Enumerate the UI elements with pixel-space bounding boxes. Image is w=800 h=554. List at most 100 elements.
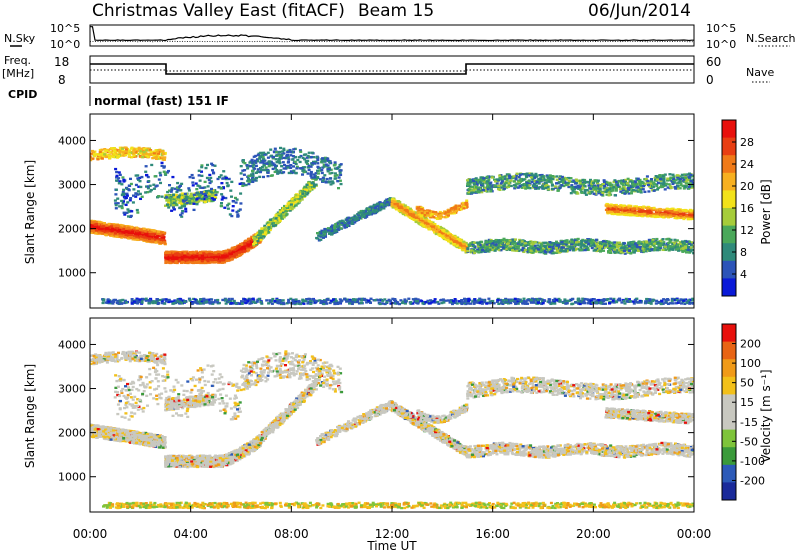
- range-gate-cell: [335, 174, 339, 177]
- range-gate-cell: [345, 220, 349, 223]
- range-gate-cell: [318, 234, 322, 237]
- range-gate-cell: [260, 227, 264, 230]
- range-gate-cell: [260, 229, 264, 233]
- range-gate-cell: [310, 182, 314, 185]
- range-gate-cell: [113, 226, 117, 229]
- range-gate-cell: [118, 235, 122, 238]
- range-gate-cell: [331, 228, 335, 231]
- range-gate-cell: [692, 252, 694, 255]
- range-gate-cell: [646, 249, 650, 252]
- range-gate-cell: [153, 150, 157, 153]
- range-gate-cell: [183, 258, 187, 261]
- range-gate-cell: [307, 166, 311, 169]
- range-gate-cell: [454, 206, 458, 209]
- range-gate-cell: [135, 149, 139, 153]
- range-gate-cell: [250, 173, 254, 176]
- range-gate-cell: [132, 236, 136, 240]
- range-gate-cell: [371, 205, 375, 208]
- range-gate-cell: [339, 163, 343, 166]
- range-gate-cell: [678, 240, 682, 244]
- range-gate-cell: [215, 255, 219, 259]
- range-gate-cell: [281, 211, 285, 214]
- range-gate-cell: [274, 154, 278, 157]
- range-gate-cell: [583, 242, 587, 245]
- range-gate-cell: [160, 151, 164, 154]
- range-gate-cell: [504, 246, 508, 249]
- range-gate-cell: [105, 149, 109, 152]
- range-gate-cell: [141, 231, 145, 234]
- range-gate-cell: [124, 148, 128, 151]
- range-gate-cell: [205, 256, 209, 259]
- range-gate-cell: [567, 241, 571, 244]
- range-gate-cell: [113, 149, 117, 153]
- range-gate-cell: [294, 171, 298, 175]
- range-gate-cell: [122, 225, 126, 228]
- range-gate-cell: [260, 154, 264, 157]
- range-gate-cell: [454, 204, 458, 208]
- range-gate-cell: [339, 227, 343, 230]
- range-gate-cell: [266, 169, 270, 173]
- range-gate-cell: [172, 198, 176, 201]
- range-gate-cell: [119, 229, 123, 233]
- range-gate-cell: [591, 244, 595, 247]
- range-gate-cell: [372, 210, 376, 213]
- range-gate-cell: [115, 156, 119, 159]
- range-gate-cell: [240, 243, 244, 246]
- range-gate-cell: [252, 178, 256, 181]
- range-gate-cell: [239, 248, 243, 251]
- range-gate-cell: [322, 231, 326, 234]
- range-gate-cell: [417, 222, 421, 225]
- range-gate-cell: [252, 243, 256, 246]
- range-gate-cell: [206, 194, 210, 197]
- range-gate-cell: [141, 155, 145, 159]
- range-gate-cell: [102, 155, 106, 158]
- range-gate-cell: [243, 247, 247, 250]
- range-gate-cell: [259, 155, 263, 159]
- range-gate-cell: [324, 181, 328, 184]
- range-gate-cell: [127, 237, 131, 240]
- range-gate-cell: [262, 158, 266, 161]
- range-gate-cell: [169, 194, 173, 197]
- range-gate-cell: [254, 161, 258, 164]
- range-gate-cell: [347, 221, 351, 224]
- range-gate-cell: [460, 239, 464, 242]
- range-gate-cell: [295, 165, 299, 169]
- range-gate-cell: [95, 225, 99, 228]
- range-gate-cell: [326, 227, 330, 230]
- range-gate-cell: [377, 202, 381, 205]
- range-gate-cell: [137, 146, 141, 150]
- range-gate-cell: [231, 250, 235, 253]
- range-gate-cell: [264, 226, 268, 229]
- range-gate-cell: [450, 207, 454, 210]
- range-gate-cell: [220, 251, 224, 254]
- range-gate-cell: [422, 225, 426, 228]
- range-gate-cell: [136, 231, 140, 234]
- range-gate-cell: [298, 167, 302, 170]
- range-gate-cell: [426, 224, 430, 228]
- range-gate-cell: [337, 166, 341, 169]
- range-gate-cell: [256, 153, 260, 157]
- range-gate-cell: [212, 193, 216, 197]
- range-gate-cell: [146, 234, 150, 237]
- range-gate-cell: [415, 216, 419, 219]
- range-gate-cell: [263, 231, 267, 234]
- range-gate-cell: [149, 150, 153, 154]
- range-gate-cell: [142, 152, 146, 155]
- range-gate-cell: [335, 225, 339, 229]
- range-gate-cell: [269, 227, 273, 230]
- freq-label-line2: [MHz]: [2, 67, 34, 80]
- range-gate-cell: [327, 168, 331, 171]
- range-gate-cell: [112, 235, 116, 238]
- range-gate-cell: [391, 206, 395, 209]
- range-gate-cell: [210, 194, 214, 197]
- range-gate-cell: [161, 234, 165, 237]
- range-gate-cell: [296, 195, 300, 199]
- range-gate-cell: [146, 155, 150, 158]
- range-gate-cell: [378, 201, 382, 204]
- range-gate-cell: [145, 240, 149, 243]
- range-gate-cell: [406, 212, 410, 216]
- range-gate-cell: [369, 209, 373, 212]
- range-gate-cell: [320, 169, 324, 172]
- range-gate-cell: [683, 246, 687, 250]
- range-gate-cell: [536, 244, 540, 247]
